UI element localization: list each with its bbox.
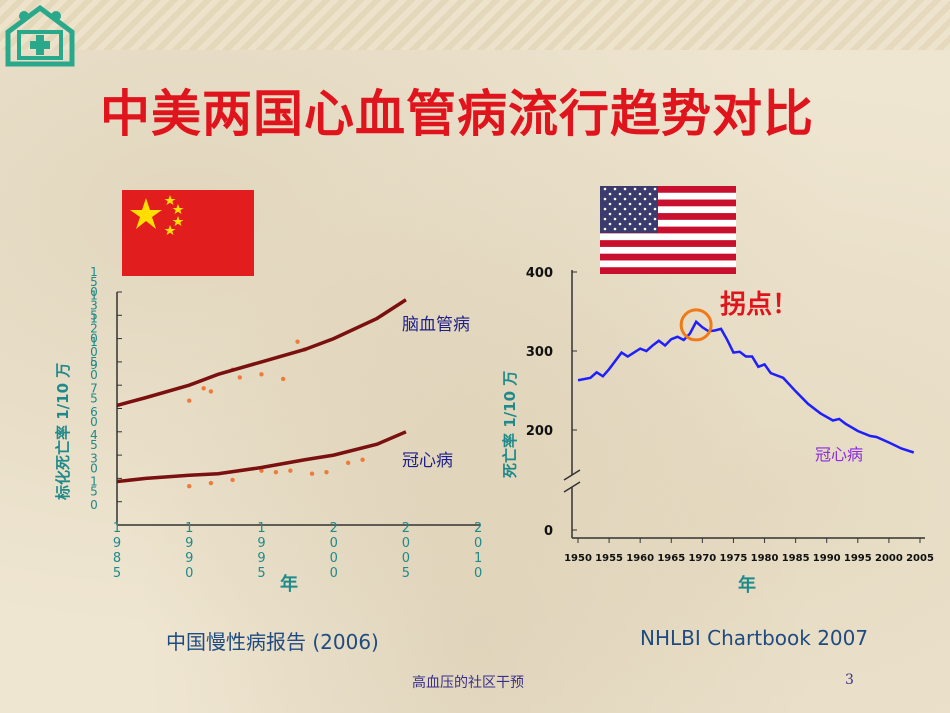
usa-y-axis-label: 死亡率 1/10 万 xyxy=(501,371,519,478)
china-source: 中国慢性病报告 (2006) xyxy=(166,630,379,654)
china-scatter-point xyxy=(208,480,214,486)
usa-x-tick-label: 1950 xyxy=(564,553,592,564)
usa-inflection-circle xyxy=(679,308,713,342)
usa-x-axis-label: 年 xyxy=(738,574,756,596)
china-series-lines xyxy=(116,298,407,484)
slide-footer: 高血压的社区干预 xyxy=(412,675,524,691)
usa-x-tick-label: 1990 xyxy=(813,553,841,564)
page-number: 3 xyxy=(845,672,854,688)
china-scatter-point xyxy=(201,386,206,391)
china-series-label-stroke: 脑血管病 xyxy=(402,315,470,335)
china-scatter-point xyxy=(187,483,192,489)
usa-x-tick-label: 1955 xyxy=(595,553,623,564)
china-chart: 1 5 01 3 51 2 01 0 59 07 56 04 53 01 50 1 9 8 51 9 9 01 9 9 52 0… xyxy=(54,265,482,595)
usa-series-label-chd: 冠心病 xyxy=(815,445,863,464)
china-scatter-point xyxy=(324,469,329,475)
usa-x-tick-label: 1960 xyxy=(626,553,654,564)
china-scatter-point xyxy=(237,375,243,380)
china-scatter-point xyxy=(288,468,293,473)
hospital-cross-icon xyxy=(5,4,75,67)
china-series-line-stroke xyxy=(116,298,407,408)
top-decorative-band xyxy=(0,0,950,50)
china-scatter-point xyxy=(295,339,300,344)
usa-x-tick-label: 2000 xyxy=(875,553,903,564)
china-scatter-point xyxy=(360,457,365,462)
slide-title: 中美两国心血管病流行趋势对比 xyxy=(100,85,814,143)
usa-inflection-label: 拐点！ xyxy=(720,289,798,320)
china-scatter-point xyxy=(230,477,235,483)
china-y-tick-label: 0 xyxy=(90,498,98,512)
usa-y-ticks: 0 200 300 400 xyxy=(526,266,577,539)
usa-y-tick-label: 0 xyxy=(544,524,553,539)
usa-x-tick-label: 1980 xyxy=(751,553,779,564)
china-scatter-point xyxy=(187,398,192,403)
china-x-axis-label: 年 xyxy=(280,573,298,595)
usa-x-tick-label: 1975 xyxy=(720,553,748,564)
china-scatter-point xyxy=(280,376,286,382)
usa-x-tick-label: 1985 xyxy=(782,553,810,564)
usa-x-tick-label: 1965 xyxy=(657,553,685,564)
china-series-label-chd: 冠心病 xyxy=(402,451,453,471)
usa-axis-break-mark-1 xyxy=(563,469,581,481)
usa-y-tick-label: 300 xyxy=(526,345,553,360)
usa-y-tick-label: 200 xyxy=(526,424,553,439)
usa-x-tick-label: 2005 xyxy=(906,553,934,564)
usa-flag-icon xyxy=(600,186,736,274)
china-flag-icon xyxy=(122,190,254,276)
china-y-axis-label: 标化死亡率 1/10 万 xyxy=(54,363,72,501)
china-scatter-point xyxy=(259,468,264,473)
china-scatter-point xyxy=(208,389,214,394)
china-x-ticks: 1 9 8 5 1 9 9 0 1 9 9 5 2 0 0 0 2 0 0 5 2 0 1 0 xyxy=(113,521,482,581)
china-scatter-point xyxy=(259,372,264,377)
usa-x-tick-label: 1970 xyxy=(688,553,716,564)
usa-y-tick-label: 400 xyxy=(526,266,553,281)
china-scatter-point xyxy=(273,469,279,475)
usa-x-tick-label: 1995 xyxy=(844,553,872,564)
usa-series-line-chd xyxy=(577,319,915,454)
china-series-line-chd xyxy=(116,430,407,484)
china-scatter-point xyxy=(309,471,315,476)
usa-source: NHLBI Chartbook 2007 xyxy=(640,626,869,650)
china-scatter-point xyxy=(345,460,351,466)
usa-axis-break-mark-2 xyxy=(563,481,581,493)
usa-series-lines xyxy=(577,319,915,454)
china-y-ticks: 1 5 01 3 51 2 01 0 59 07 56 04 53 01 50 xyxy=(90,265,122,526)
usa-x-ticks: 1950 1955 1960 1965 1970 1975 1980 1985 1990 1995… xyxy=(564,538,934,564)
